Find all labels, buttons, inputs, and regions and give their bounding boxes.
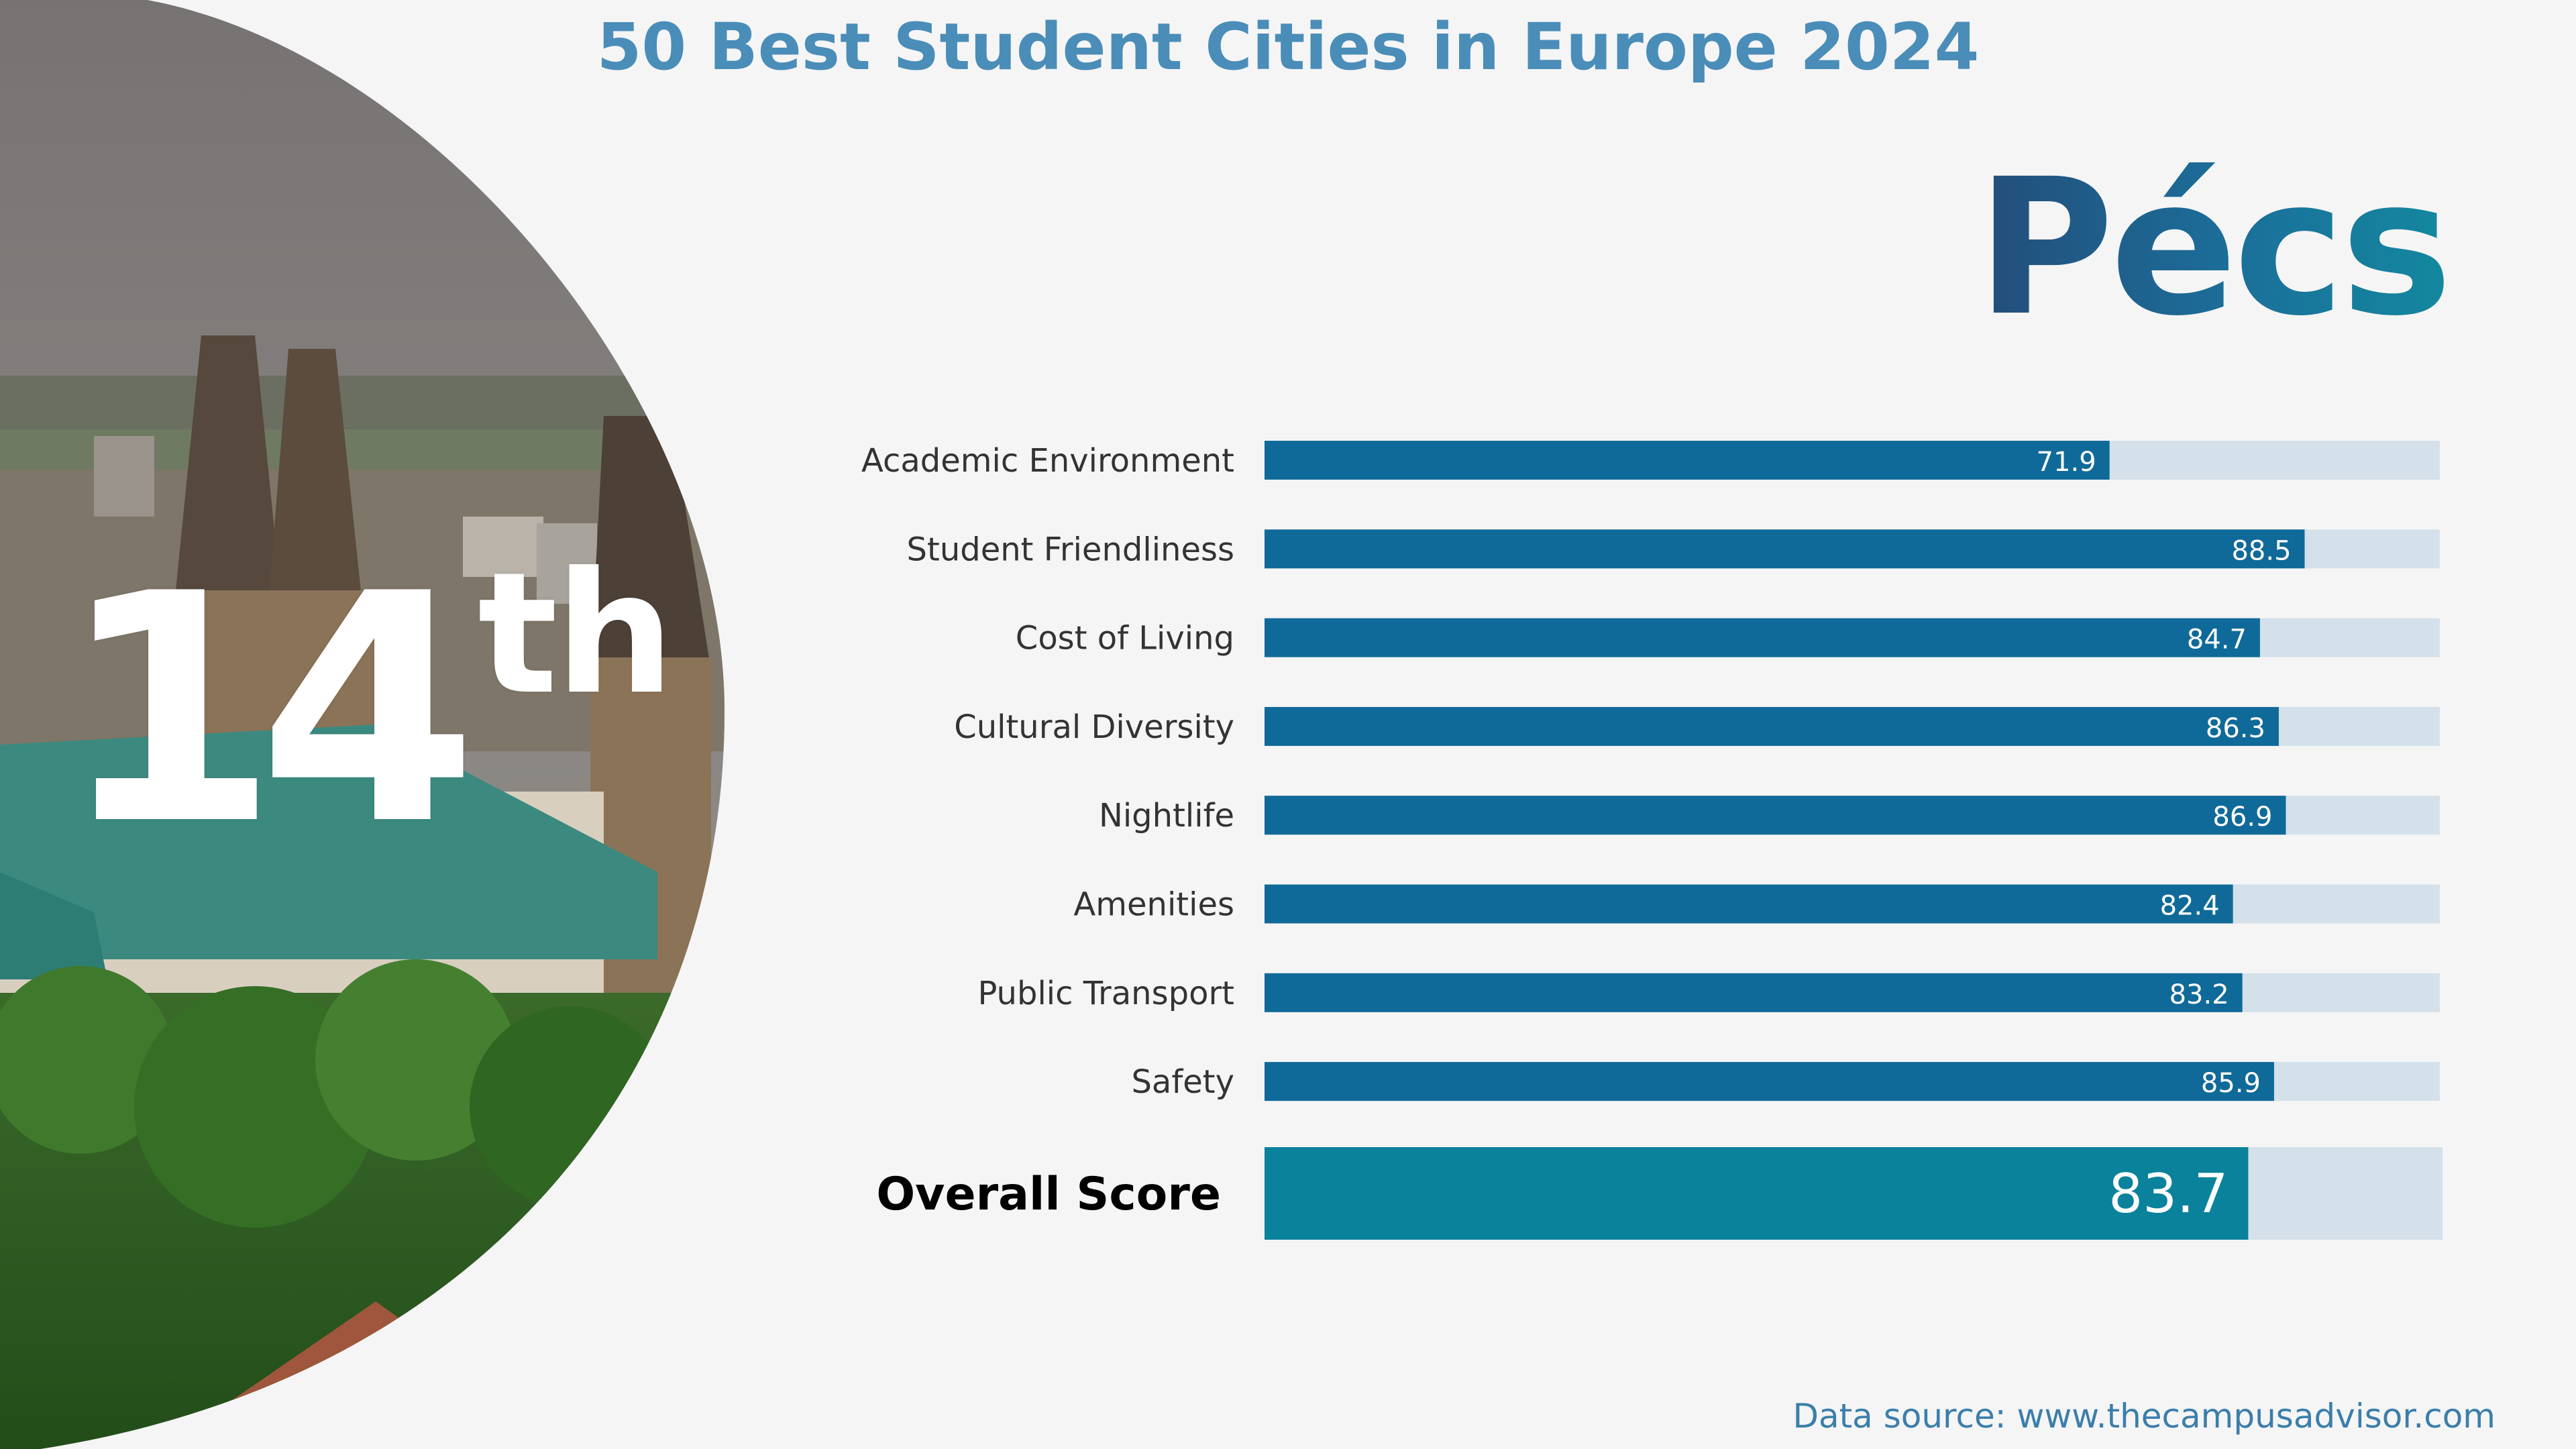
data-label: 82.4 <box>2160 891 2220 922</box>
bar <box>1265 796 2286 835</box>
bar <box>1265 973 2243 1012</box>
bar <box>1265 1062 2274 1102</box>
data-label: 83.2 <box>2169 979 2229 1010</box>
data-label: 85.9 <box>2201 1068 2261 1099</box>
bar <box>1265 441 2110 480</box>
data-source: Data source: www.thecampusadvisor.com <box>1792 1397 2496 1436</box>
rank-suffix: th <box>478 536 674 731</box>
category-label: Cost of Living <box>1016 620 1234 657</box>
overall-value: 83.7 <box>2108 1163 2228 1225</box>
data-label: 71.9 <box>2037 447 2096 478</box>
category-label: Nightlife <box>1099 797 1234 835</box>
category-label: Student Friendliness <box>907 531 1234 568</box>
data-label: 86.9 <box>2212 802 2272 833</box>
city-name: Pécs <box>1976 139 2453 358</box>
category-label: Academic Environment <box>861 442 1234 480</box>
bar <box>1265 529 2305 569</box>
rank-number: 14 <box>59 527 478 894</box>
category-label: Cultural Diversity <box>954 708 1234 746</box>
chart-title: 50 Best Student Cities in Europe 2024 <box>596 9 1980 85</box>
data-label: 84.7 <box>2187 625 2247 655</box>
overall-bar <box>1265 1147 2249 1240</box>
bar <box>1265 618 2260 657</box>
city-photo <box>0 0 751 1449</box>
category-label: Public Transport <box>977 975 1234 1012</box>
data-label: 88.5 <box>2231 535 2291 566</box>
category-label: Safety <box>1131 1063 1234 1101</box>
category-label: Amenities <box>1073 886 1234 924</box>
data-label: 86.3 <box>2206 713 2265 744</box>
bar <box>1265 884 2233 924</box>
bar <box>1265 706 2279 746</box>
overall-label: Overall Score <box>876 1168 1221 1221</box>
